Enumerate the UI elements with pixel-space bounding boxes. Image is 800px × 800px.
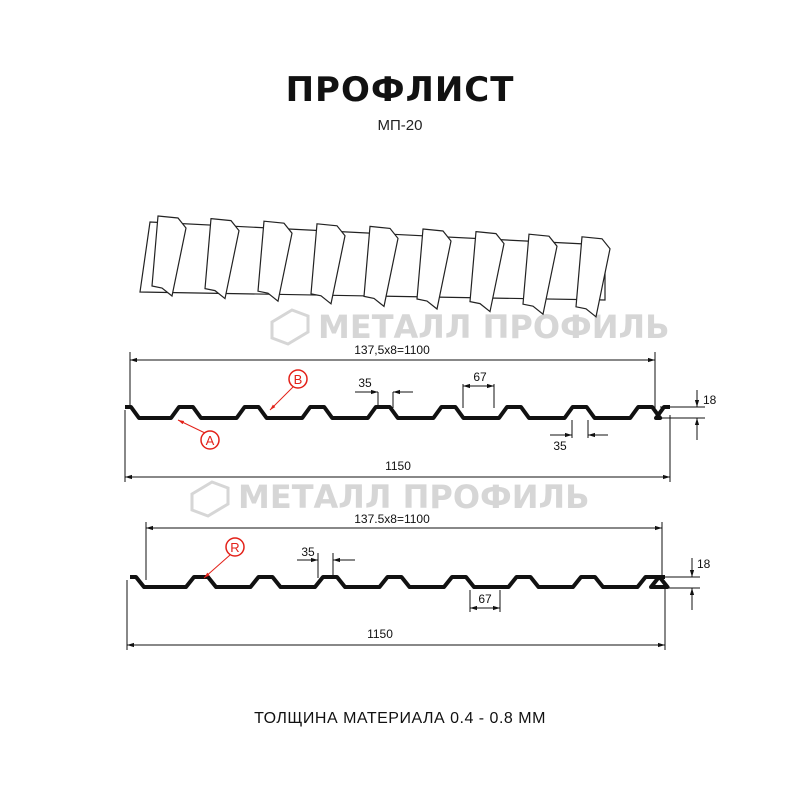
svg-text:35: 35	[358, 376, 372, 390]
svg-text:137,5x8=1100: 137,5x8=1100	[354, 343, 430, 357]
watermark: МЕТАЛЛ ПРОФИЛЬ	[270, 308, 670, 346]
svg-text:18: 18	[697, 557, 711, 571]
svg-text:1150: 1150	[367, 627, 393, 641]
profile-a: 137,5x8=1100 1150 35 67 35 18 A B	[124, 343, 717, 482]
sheet-rib	[151, 215, 187, 298]
watermark: МЕТАЛЛ ПРОФИЛЬ	[190, 478, 590, 518]
callout-r: R	[230, 540, 239, 555]
sheet-rib	[416, 228, 452, 311]
sheet-3d-view	[139, 215, 611, 318]
page-subtitle: МП-20	[377, 117, 423, 134]
callout-a: A	[206, 433, 215, 448]
svg-text:35: 35	[301, 545, 315, 559]
svg-text:МЕТАЛЛ ПРОФИЛЬ: МЕТАЛЛ ПРОФИЛЬ	[238, 478, 590, 516]
sheet-rib	[575, 236, 611, 318]
sheet-rib	[204, 217, 240, 300]
svg-text:1150: 1150	[385, 459, 411, 473]
svg-text:67: 67	[478, 592, 492, 606]
sheet-rib	[522, 233, 558, 316]
sheet-rib	[469, 230, 505, 313]
sheet-rib	[257, 220, 293, 303]
profile-b: 137.5x8=1100 1150 35 67 18 R	[126, 512, 711, 650]
callout-b: B	[294, 372, 303, 387]
profile-b-line	[130, 575, 670, 589]
profile-a-line	[125, 405, 670, 420]
page-title: ПРОФЛИСТ	[285, 70, 515, 110]
material-thickness-note: ТОЛЩИНА МАТЕРИАЛА 0.4 - 0.8 ММ	[254, 710, 546, 727]
svg-text:137.5x8=1100: 137.5x8=1100	[354, 512, 430, 526]
svg-text:35: 35	[553, 439, 567, 453]
svg-text:18: 18	[703, 393, 717, 407]
svg-text:МЕТАЛЛ ПРОФИЛЬ: МЕТАЛЛ ПРОФИЛЬ	[318, 308, 670, 346]
sheet-rib	[363, 225, 399, 308]
svg-text:67: 67	[473, 370, 487, 384]
sheet-rib	[310, 223, 346, 305]
